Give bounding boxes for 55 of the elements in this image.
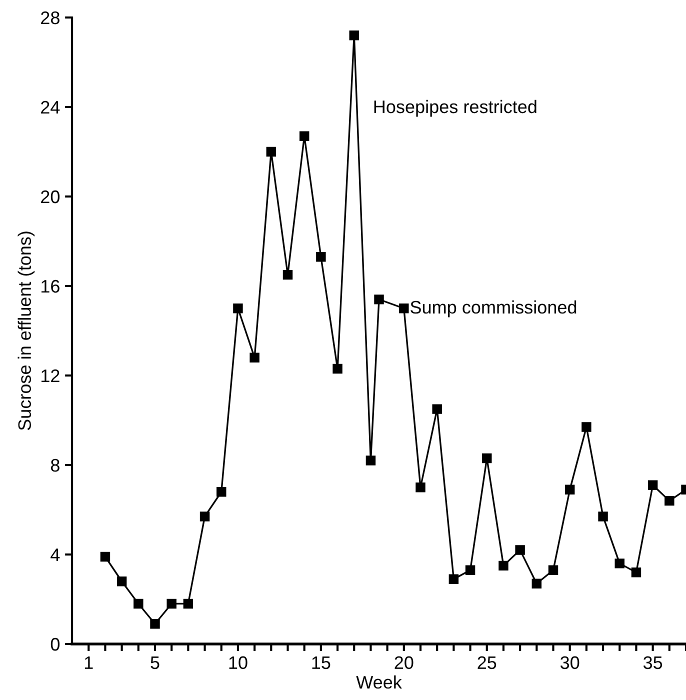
x-tick-label: 35 bbox=[643, 656, 662, 670]
point bbox=[648, 480, 658, 490]
point bbox=[100, 552, 110, 562]
y-tick-label: 12 bbox=[42, 369, 60, 382]
x-tick-label: 1 bbox=[84, 656, 93, 669]
point bbox=[374, 294, 384, 304]
point bbox=[582, 422, 592, 432]
y-tick-label: 8 bbox=[50, 458, 60, 472]
point bbox=[564, 484, 575, 494]
x-tick-label: 10 bbox=[229, 656, 248, 670]
point bbox=[614, 558, 624, 568]
point bbox=[448, 574, 459, 584]
point bbox=[532, 578, 542, 588]
x-tick-label: 15 bbox=[312, 656, 330, 670]
point bbox=[299, 131, 310, 141]
point bbox=[166, 598, 176, 609]
point bbox=[515, 545, 525, 555]
point bbox=[332, 364, 342, 374]
point bbox=[200, 512, 210, 522]
point bbox=[482, 453, 492, 464]
y-axis-title: Sucrose in effluent (tons) bbox=[18, 232, 35, 430]
point bbox=[250, 352, 260, 362]
point bbox=[664, 496, 674, 506]
point bbox=[465, 565, 476, 576]
point bbox=[266, 146, 276, 157]
point bbox=[216, 486, 226, 497]
point bbox=[631, 568, 642, 578]
annotation: Sump commissioned bbox=[410, 300, 576, 318]
y-tick-label: 16 bbox=[42, 280, 60, 293]
point bbox=[416, 482, 426, 492]
y-tick-label: 4 bbox=[50, 548, 60, 562]
point bbox=[150, 619, 160, 629]
point bbox=[282, 270, 293, 280]
point bbox=[366, 456, 376, 466]
point bbox=[134, 598, 144, 609]
y-tick-label: 0 bbox=[50, 638, 60, 651]
annotation: Hosepipes restricted bbox=[374, 100, 536, 117]
y-tick-label: 24 bbox=[41, 100, 60, 114]
x-tick-label: 5 bbox=[150, 656, 160, 670]
point bbox=[183, 598, 194, 609]
point bbox=[548, 565, 558, 576]
y-tick-label: 28 bbox=[41, 11, 60, 24]
x-axis-title: Week bbox=[356, 675, 402, 689]
point bbox=[349, 30, 359, 40]
x-tick-label: 30 bbox=[560, 656, 580, 670]
y-tick-label: 20 bbox=[41, 190, 60, 204]
point bbox=[233, 304, 243, 314]
point bbox=[316, 252, 326, 262]
point bbox=[598, 512, 608, 522]
x-tick-label: 25 bbox=[478, 656, 496, 670]
point bbox=[116, 576, 127, 586]
point bbox=[432, 404, 442, 414]
x-tick-label: 20 bbox=[394, 656, 414, 670]
point bbox=[498, 560, 508, 571]
point bbox=[399, 304, 409, 314]
